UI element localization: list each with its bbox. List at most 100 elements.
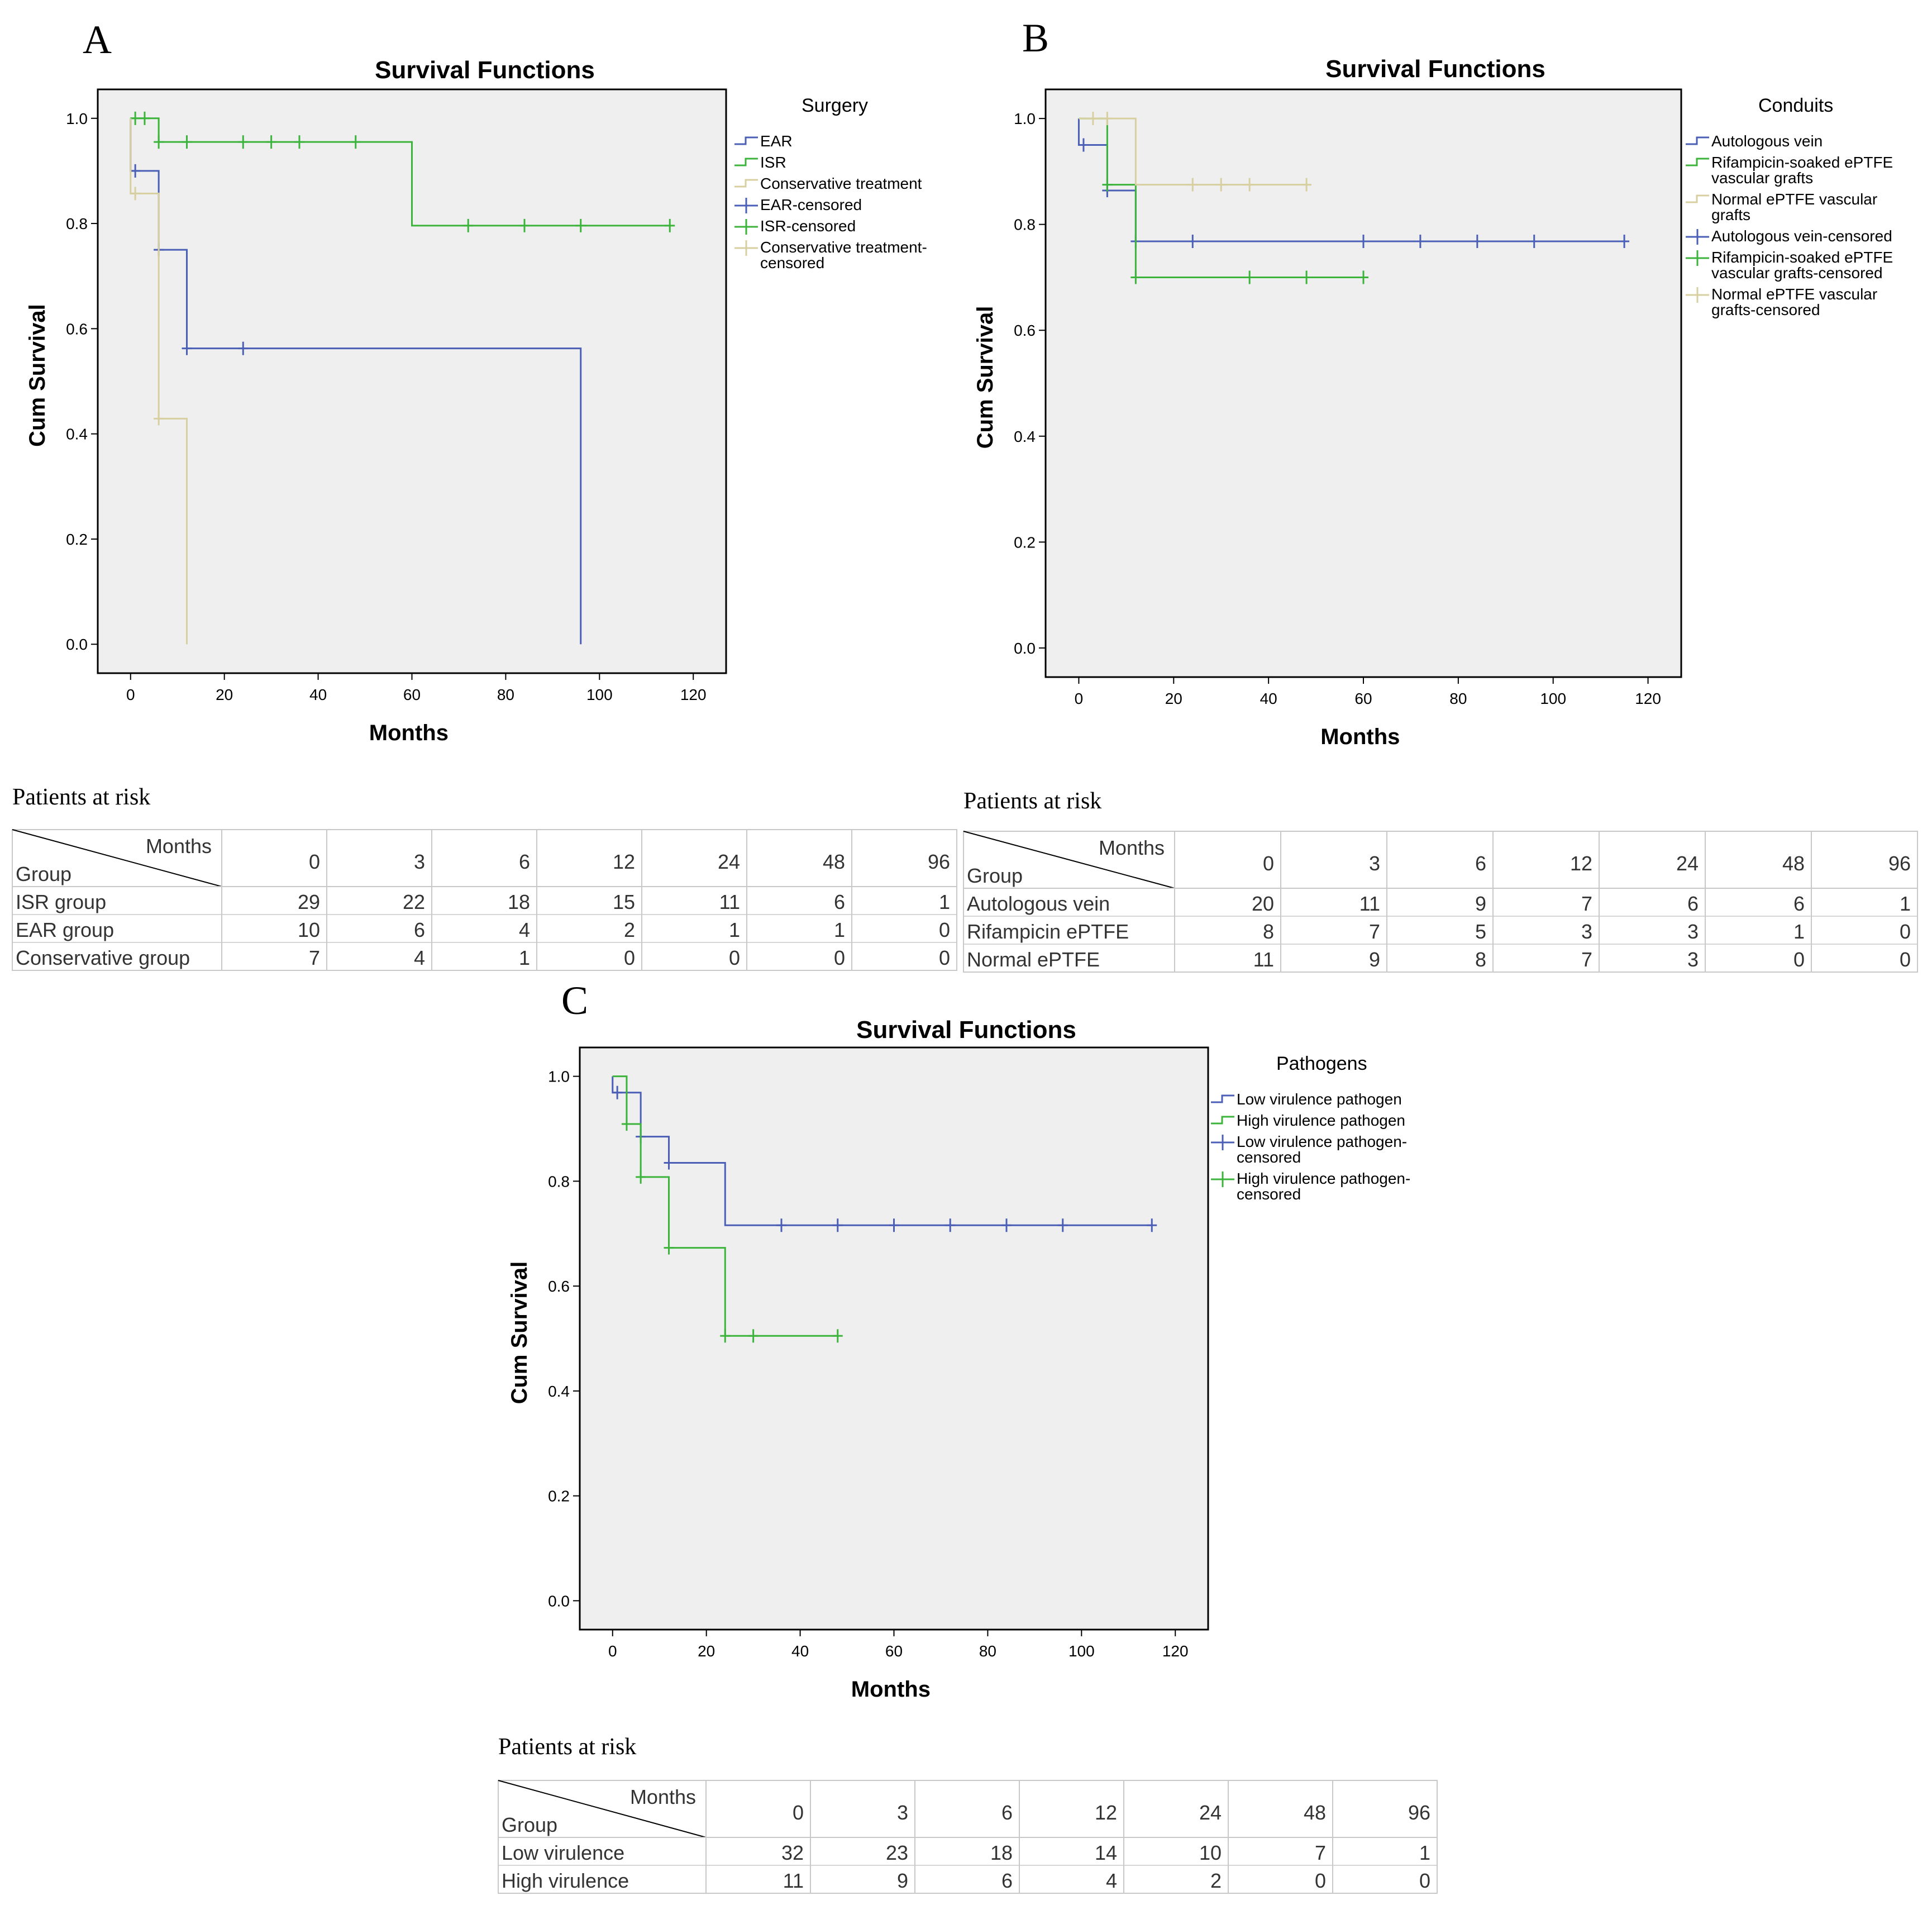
risk-value: 22: [403, 890, 425, 913]
chart-title: Survival Functions: [375, 56, 595, 84]
legend-item-line: censored: [1237, 1185, 1301, 1203]
y-tick-label: 0.8: [1014, 216, 1036, 234]
x-tick-label: 60: [885, 1642, 903, 1660]
y-tick-label: 0.0: [66, 636, 88, 653]
month-header: 3: [1369, 852, 1380, 875]
row-group-label: High virulence: [502, 1869, 629, 1892]
x-tick-label: 60: [403, 686, 421, 703]
legend-item-line: High virulence pathogen-: [1237, 1170, 1410, 1187]
y-axis-label: Cum Survival: [25, 304, 50, 447]
risk-value: 10: [298, 918, 320, 941]
legend-item-line: Conservative treatment: [760, 175, 922, 192]
legend-item: Low virulence pathogen-censored: [1237, 1133, 1407, 1166]
risk-value: 18: [508, 890, 530, 913]
legend-item: High virulence pathogen: [1237, 1112, 1405, 1129]
risk-value: 3: [1581, 920, 1592, 943]
legend-item-line: Normal ePTFE vascular: [1711, 190, 1877, 208]
risk-value: 6: [1687, 892, 1699, 915]
legend-item: Normal ePTFE vascular grafts-censored: [1711, 285, 1877, 318]
risk-value: 7: [1315, 1841, 1326, 1864]
month-header: 48: [823, 850, 845, 873]
month-header: 6: [1001, 1801, 1013, 1824]
row-group-label: Rifampicin ePTFE: [967, 920, 1129, 943]
risk-value: 0: [1900, 920, 1911, 943]
month-header: 0: [309, 850, 320, 873]
risk-value: 4: [519, 918, 530, 941]
x-tick-label: 40: [309, 686, 327, 703]
risk-value: 0: [1419, 1869, 1430, 1892]
x-tick-label: 120: [1635, 690, 1661, 707]
risk-value: 1: [729, 918, 740, 941]
risk-value: 4: [1106, 1869, 1117, 1892]
x-tick-label: 100: [586, 686, 613, 703]
risk-value: 14: [1095, 1841, 1117, 1864]
y-axis-label: Cum Survival: [507, 1261, 532, 1404]
risk-value: 11: [719, 890, 740, 913]
row-group-label: Autologous vein: [967, 892, 1110, 915]
risk-value: 9: [1369, 948, 1380, 971]
legend-swatch-step: [1686, 136, 1709, 145]
x-tick-label: 40: [791, 1642, 809, 1660]
legend-item-line: censored: [760, 254, 824, 272]
legend-item: EAR: [760, 132, 793, 150]
header-months: Months: [146, 835, 212, 858]
risk-value: 5: [1475, 920, 1486, 943]
legend-item-line: censored: [1237, 1149, 1301, 1166]
x-tick-label: 40: [1260, 690, 1277, 707]
legend-swatch-step: [734, 179, 758, 188]
legend-item-line: Normal ePTFE vascular: [1711, 285, 1877, 303]
risk-value: 3: [1687, 920, 1699, 943]
header-group: Group: [967, 864, 1023, 887]
legend-item-line: Rifampicin-soaked ePTFE: [1711, 249, 1893, 266]
risk-value: 4: [414, 946, 425, 969]
legend-item-line: ISR: [760, 154, 786, 171]
risk-value: 1: [1900, 892, 1911, 915]
legend-swatch-step: [734, 136, 758, 145]
y-tick-label: 0.2: [66, 531, 88, 548]
km-curve-green: [130, 117, 670, 227]
risk-value: 7: [1369, 920, 1380, 943]
risk-value: 3: [1687, 948, 1699, 971]
month-header: 48: [1782, 852, 1805, 875]
header-group: Group: [16, 863, 71, 885]
x-tick-label: 120: [1162, 1642, 1189, 1660]
y-tick-label: 0.4: [548, 1383, 570, 1400]
y-tick-label: 0.0: [548, 1592, 570, 1609]
x-tick-label: 20: [216, 686, 233, 703]
header-months: Months: [630, 1785, 696, 1808]
km-curve-green: [612, 1075, 838, 1337]
risk-value: 23: [886, 1841, 908, 1864]
month-header: 6: [519, 850, 530, 873]
legend-item: Autologous vein: [1711, 132, 1823, 150]
month-header: 12: [613, 850, 635, 873]
x-tick-label: 0: [1075, 690, 1084, 707]
risk-table-title: Patients at risk: [963, 788, 1101, 814]
legend-swatch-step: [734, 158, 758, 166]
risk-value: 8: [1475, 948, 1486, 971]
chart-title: Survival Functions: [1325, 55, 1545, 83]
risk-table-title: Patients at risk: [498, 1734, 636, 1760]
month-header: 6: [1475, 852, 1486, 875]
legend-item: Rifampicin-soaked ePTFE vascular grafts: [1711, 154, 1893, 187]
legend-item: Normal ePTFE vascular grafts: [1711, 190, 1877, 223]
legend-item-line: ISR-censored: [760, 217, 856, 235]
y-tick-label: 0.4: [1014, 428, 1036, 445]
x-tick-label: 100: [1068, 1642, 1095, 1660]
legend-item-line: vascular grafts-censored: [1711, 264, 1883, 282]
risk-value: 1: [519, 946, 530, 969]
legend-item: Conservative treatment-censored: [760, 239, 927, 272]
legend-title: Pathogens: [1276, 1053, 1367, 1074]
risk-value: 0: [1900, 948, 1911, 971]
legend-item-line: Low virulence pathogen: [1237, 1090, 1402, 1108]
legend-title: Surgery: [802, 95, 868, 116]
risk-value: 10: [1199, 1841, 1222, 1864]
risk-value: 1: [834, 918, 845, 941]
legend-item: EAR-censored: [760, 196, 862, 213]
y-tick-label: 0.8: [66, 215, 88, 232]
month-header: 96: [1888, 852, 1911, 875]
x-tick-label: 80: [497, 686, 514, 703]
risk-value: 0: [939, 946, 950, 969]
